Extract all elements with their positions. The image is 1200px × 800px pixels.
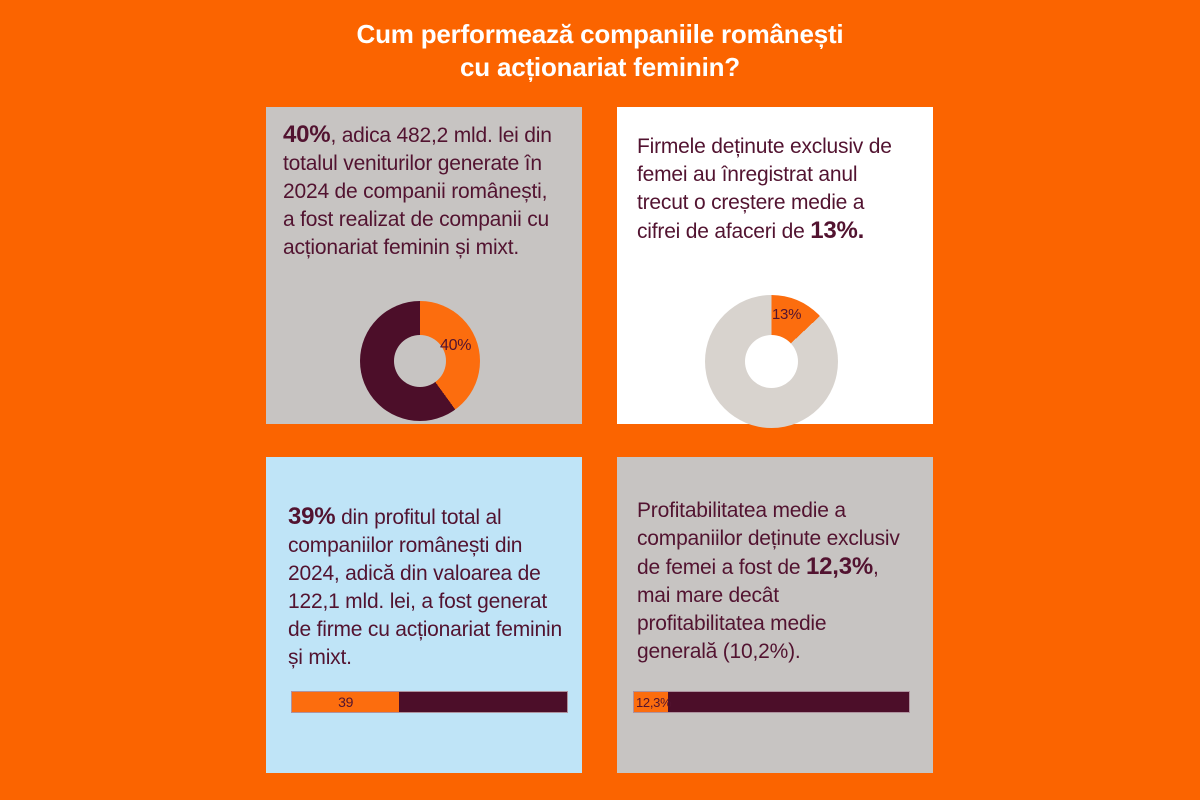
donut-chart-40-percent — [360, 301, 480, 421]
card-revenue-text: 40%, adica 482,2 mld. lei din totalul ve… — [266, 107, 582, 262]
donut-13-label: 13% — [772, 306, 802, 323]
title-line-1: Cum performează companiile românești — [356, 19, 844, 49]
page-title: Cum performează companiile românești cu … — [0, 18, 1200, 84]
card-profitability: Profitabilitatea medie a companiilor deț… — [617, 457, 933, 773]
card-profit-share: 39% din profitul total al companiilor ro… — [266, 457, 582, 773]
bar-39-fill: 39 — [292, 692, 400, 712]
card-revenue-share: 40%, adica 482,2 mld. lei din totalul ve… — [266, 107, 582, 424]
stat-number: 40% — [283, 121, 331, 148]
stat-text: din profitul total al companiilor române… — [288, 506, 562, 669]
stat-number: 39% — [288, 503, 336, 530]
bar-12-3-label: 12,3% — [636, 694, 672, 710]
stat-text: , adica 482,2 mld. lei din totalul venit… — [283, 124, 552, 259]
stat-number: 13%. — [810, 217, 865, 244]
stat-text: Profitabilitatea medie a companiilor deț… — [637, 499, 900, 579]
bar-chart-39-percent: 39 — [291, 691, 568, 713]
donut-chart-13-percent — [705, 295, 838, 428]
bar-12-3-fill: 12,3% — [634, 692, 672, 712]
card-profitability-text: Profitabilitatea medie a companiilor deț… — [617, 457, 933, 666]
stat-number: 12,3% — [805, 553, 874, 580]
card-turnover-growth: Firmele deținute exclusiv de femei au în… — [617, 107, 933, 428]
bar-chart-12-3-percent: 12,3% — [633, 691, 910, 713]
card-profit-text: 39% din profitul total al companiilor ro… — [266, 457, 582, 672]
card-turnover-text: Firmele deținute exclusiv de femei au în… — [617, 107, 933, 246]
donut-40-label: 40% — [440, 337, 472, 354]
bar-39-label: 39 — [338, 694, 354, 710]
title-line-2: cu acționariat feminin? — [459, 52, 740, 82]
stat-text: Firmele deținute exclusiv de femei au în… — [637, 135, 892, 243]
stat-text: , mai mare decât profitabilitatea medie … — [637, 556, 879, 663]
